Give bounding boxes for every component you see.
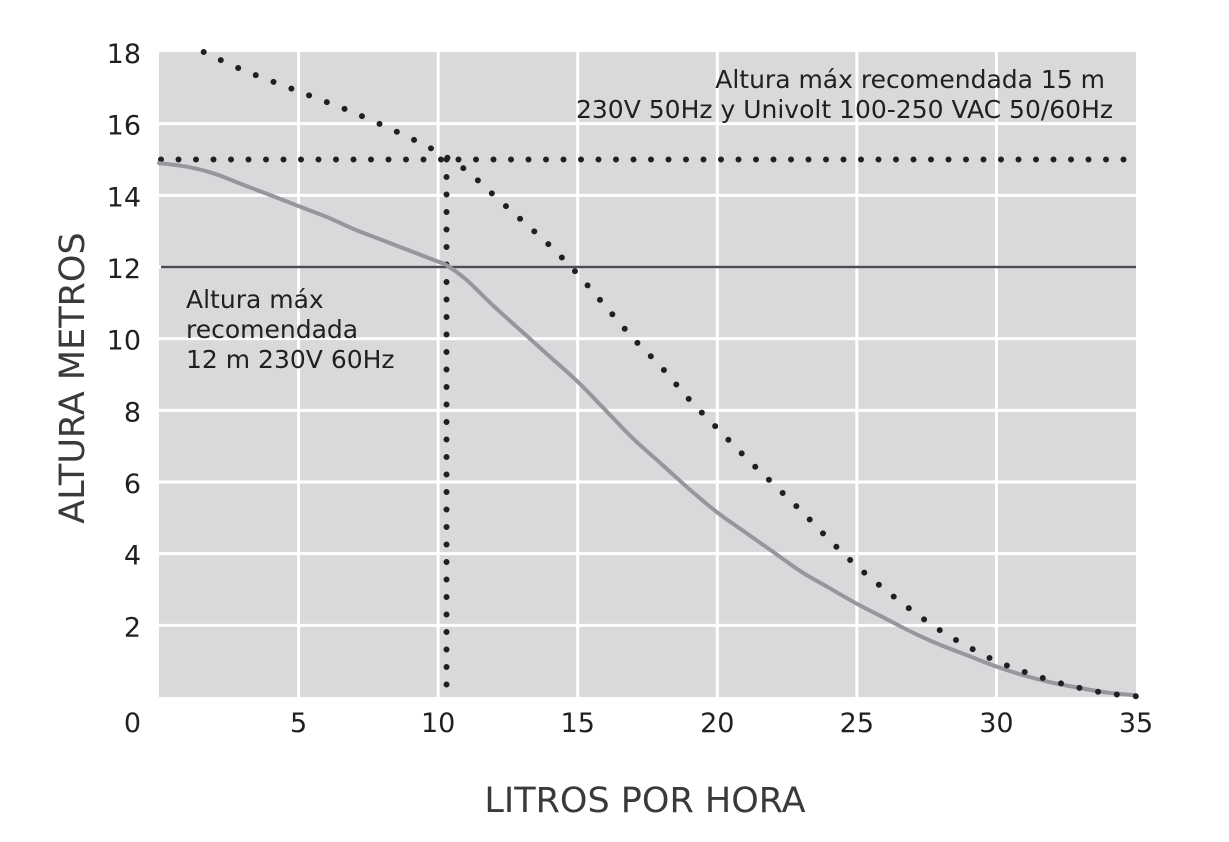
annotation-12m-line-2: recomendada [186, 315, 358, 344]
series-line-1-solid [157, 161, 1138, 698]
y-tick-label-18: 18 [107, 39, 141, 70]
x-tick-label-10: 10 [421, 708, 455, 739]
y-tick-label-16: 16 [107, 111, 141, 142]
annotation-15m-line-1: Altura máx recomendada 15 m [715, 65, 1105, 94]
tick-labels: 2 4 6 8 10 12 14 16 18 0 5 10 15 20 25 30 35 [107, 39, 1154, 739]
plot-background [159, 52, 1136, 697]
y-tick-label-6: 6 [124, 469, 141, 500]
annotation-12m: Altura máx recomendada 12 m 230V 60Hz [186, 285, 395, 374]
y-tick-label-8: 8 [124, 397, 141, 428]
series-group [157, 49, 1139, 700]
y-tick-label-14: 14 [107, 182, 141, 213]
x-tick-label-30: 30 [979, 708, 1013, 739]
x-axis-title: LITROS POR HORA [484, 781, 805, 821]
annotation-12m-line-3: 12 m 230V 60Hz [186, 345, 395, 374]
x-tick-label-15: 15 [561, 708, 595, 739]
y-tick-label-12: 12 [107, 254, 141, 285]
annotation-15m-line-2: 230V 50Hz y Univolt 100-250 VAC 50/60Hz [576, 95, 1113, 124]
y-tick-label-2: 2 [124, 612, 141, 643]
x-tick-label-0: 0 [124, 708, 141, 739]
y-tick-label-10: 10 [107, 326, 141, 357]
reference-lines [158, 156, 1139, 700]
annotation-15m: Altura máx recomendada 15 m 230V 50Hz y … [576, 65, 1113, 124]
annotation-12m-line-1: Altura máx [186, 285, 324, 314]
x-tick-label-35: 35 [1119, 708, 1153, 739]
y-axis-title: ALTURA METROS [53, 232, 93, 523]
y-tick-label-4: 4 [124, 541, 141, 572]
x-tick-label-25: 25 [840, 708, 874, 739]
x-tick-label-5: 5 [290, 708, 307, 739]
x-tick-label-20: 20 [700, 708, 734, 739]
